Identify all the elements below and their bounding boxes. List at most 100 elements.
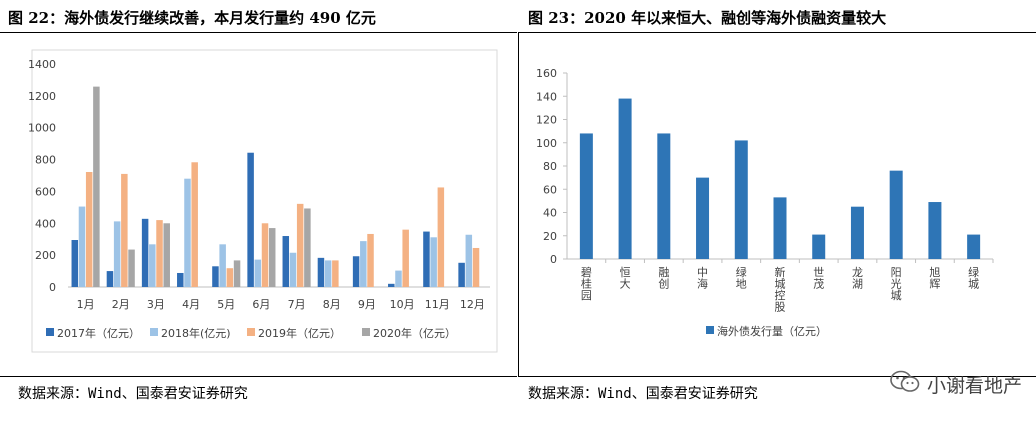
- left-chart-title: 图 22：海外债发行继续改善，本月发行量约 490 亿元: [8, 9, 376, 27]
- monthly-issuance-chart: 0 200 400 600 800 1000 1200 1400 1月 2月 3月 4月 5月 6月 7月 8…: [28, 49, 498, 353]
- y-tick-label: 120: [536, 114, 557, 127]
- y-tick-label: 100: [536, 137, 557, 150]
- bar: [282, 236, 290, 287]
- bar: [184, 178, 191, 287]
- legend-label: 海外债发行量（亿元）: [717, 324, 827, 338]
- x-tick-label: 2月: [112, 298, 130, 311]
- y-tick-label: 160: [536, 67, 557, 80]
- right-title-rule: [518, 32, 1036, 33]
- legend-swatch: [46, 328, 54, 336]
- y-tick-label: 0: [49, 281, 56, 294]
- bar: [928, 202, 942, 259]
- x-tick-label: 融创: [658, 266, 669, 291]
- x-tick-label: 绿城: [968, 265, 979, 291]
- left-source: 数据来源：Wind、国泰君安证券研究: [18, 386, 248, 402]
- legend-label: 2017年（亿元）: [57, 326, 140, 340]
- bar: [304, 208, 311, 287]
- bar: [388, 283, 395, 287]
- bar: [773, 197, 787, 259]
- x-tick-label: 7月: [288, 298, 306, 311]
- y-tick-label: 20: [543, 230, 557, 243]
- y-tick-label: 60: [543, 183, 557, 196]
- right-source: 数据来源：Wind、国泰君安证券研究: [528, 386, 758, 402]
- bar: [121, 173, 128, 287]
- legend-swatch: [150, 328, 158, 336]
- y-tick-label: 1000: [28, 122, 56, 135]
- bar: [395, 270, 402, 287]
- bar: [889, 170, 903, 259]
- bar: [367, 233, 374, 287]
- legend-label: 2020年（亿元）: [373, 326, 456, 340]
- left-title-rule: [0, 32, 517, 33]
- y-tick-label: 1200: [28, 90, 56, 103]
- bar: [458, 262, 465, 287]
- bar: [254, 259, 262, 287]
- bar: [296, 203, 304, 287]
- x-tick-label: 6月: [252, 298, 270, 311]
- bar: [71, 240, 79, 287]
- y-tick-label: 600: [35, 185, 56, 198]
- bar: [465, 234, 473, 287]
- x-tick-label: 旭辉: [929, 265, 940, 291]
- chart-frame: [31, 49, 498, 353]
- watermark: 小谢看地产: [889, 370, 1022, 398]
- x-tick-label: 3月: [147, 298, 165, 311]
- y-tick-label: 400: [35, 217, 56, 230]
- bar: [352, 256, 360, 287]
- bar: [226, 268, 234, 287]
- legend-swatch: [706, 326, 714, 334]
- bar: [657, 133, 671, 259]
- bar: [967, 234, 981, 259]
- y-tick-label: 80: [543, 160, 557, 173]
- bar: [247, 152, 254, 287]
- y-tick-label: 140: [536, 90, 557, 103]
- bar: [156, 220, 163, 287]
- bar: [212, 266, 219, 287]
- bar: [191, 162, 198, 287]
- x-tick-label: 10月: [390, 298, 415, 311]
- bar: [113, 221, 121, 287]
- bar: [289, 252, 297, 287]
- bar: [78, 206, 86, 287]
- x-tick-label: 恒大: [620, 266, 631, 291]
- legend-label: 2018年(亿元): [161, 326, 231, 340]
- x-tick-label: 12月: [460, 298, 485, 311]
- bar: [812, 234, 826, 259]
- bar: [268, 228, 276, 287]
- bar: [472, 247, 480, 287]
- bar: [149, 244, 156, 287]
- x-tick-label: 碧桂园: [581, 266, 592, 302]
- bar: [696, 177, 710, 259]
- bar: [106, 271, 114, 287]
- wechat-icon: [889, 369, 921, 400]
- bar: [261, 223, 269, 287]
- developer-issuance-chart: 0 20 40 60 80 100 120 140 160 碧桂园 恒大 融创 中海 绿地 新城控股 世茂 龙湖…: [536, 67, 994, 338]
- x-tick-label: 11月: [425, 298, 450, 311]
- bar: [332, 260, 339, 287]
- x-tick-label: 新城控股: [775, 265, 786, 314]
- right-chart-title: 图 23：2020 年以来恒大、融创等海外债融资量较大: [528, 9, 887, 27]
- bar: [402, 229, 409, 287]
- y-tick-label: 200: [35, 249, 56, 262]
- bar: [85, 171, 93, 287]
- bar: [233, 260, 241, 287]
- x-tick-label: 4月: [182, 298, 200, 311]
- right-bottom-rule: [518, 376, 1036, 377]
- x-tick-label: 9月: [358, 298, 376, 311]
- x-tick-label: 阳光城: [891, 266, 902, 302]
- bar: [177, 272, 184, 287]
- bar: [618, 98, 632, 259]
- bar: [324, 260, 332, 287]
- x-tick-label: 世茂: [813, 266, 824, 291]
- x-tick-label: 绿地: [736, 265, 747, 291]
- bar: [163, 223, 170, 287]
- legend-swatch: [362, 328, 370, 336]
- bar: [317, 257, 325, 287]
- bar: [141, 218, 149, 287]
- y-tick-label: 800: [35, 154, 56, 167]
- left-bottom-rule: [0, 376, 517, 377]
- bar: [360, 241, 367, 287]
- bar: [93, 86, 100, 287]
- x-tick-label: 龙湖: [852, 266, 863, 291]
- bar: [734, 140, 748, 259]
